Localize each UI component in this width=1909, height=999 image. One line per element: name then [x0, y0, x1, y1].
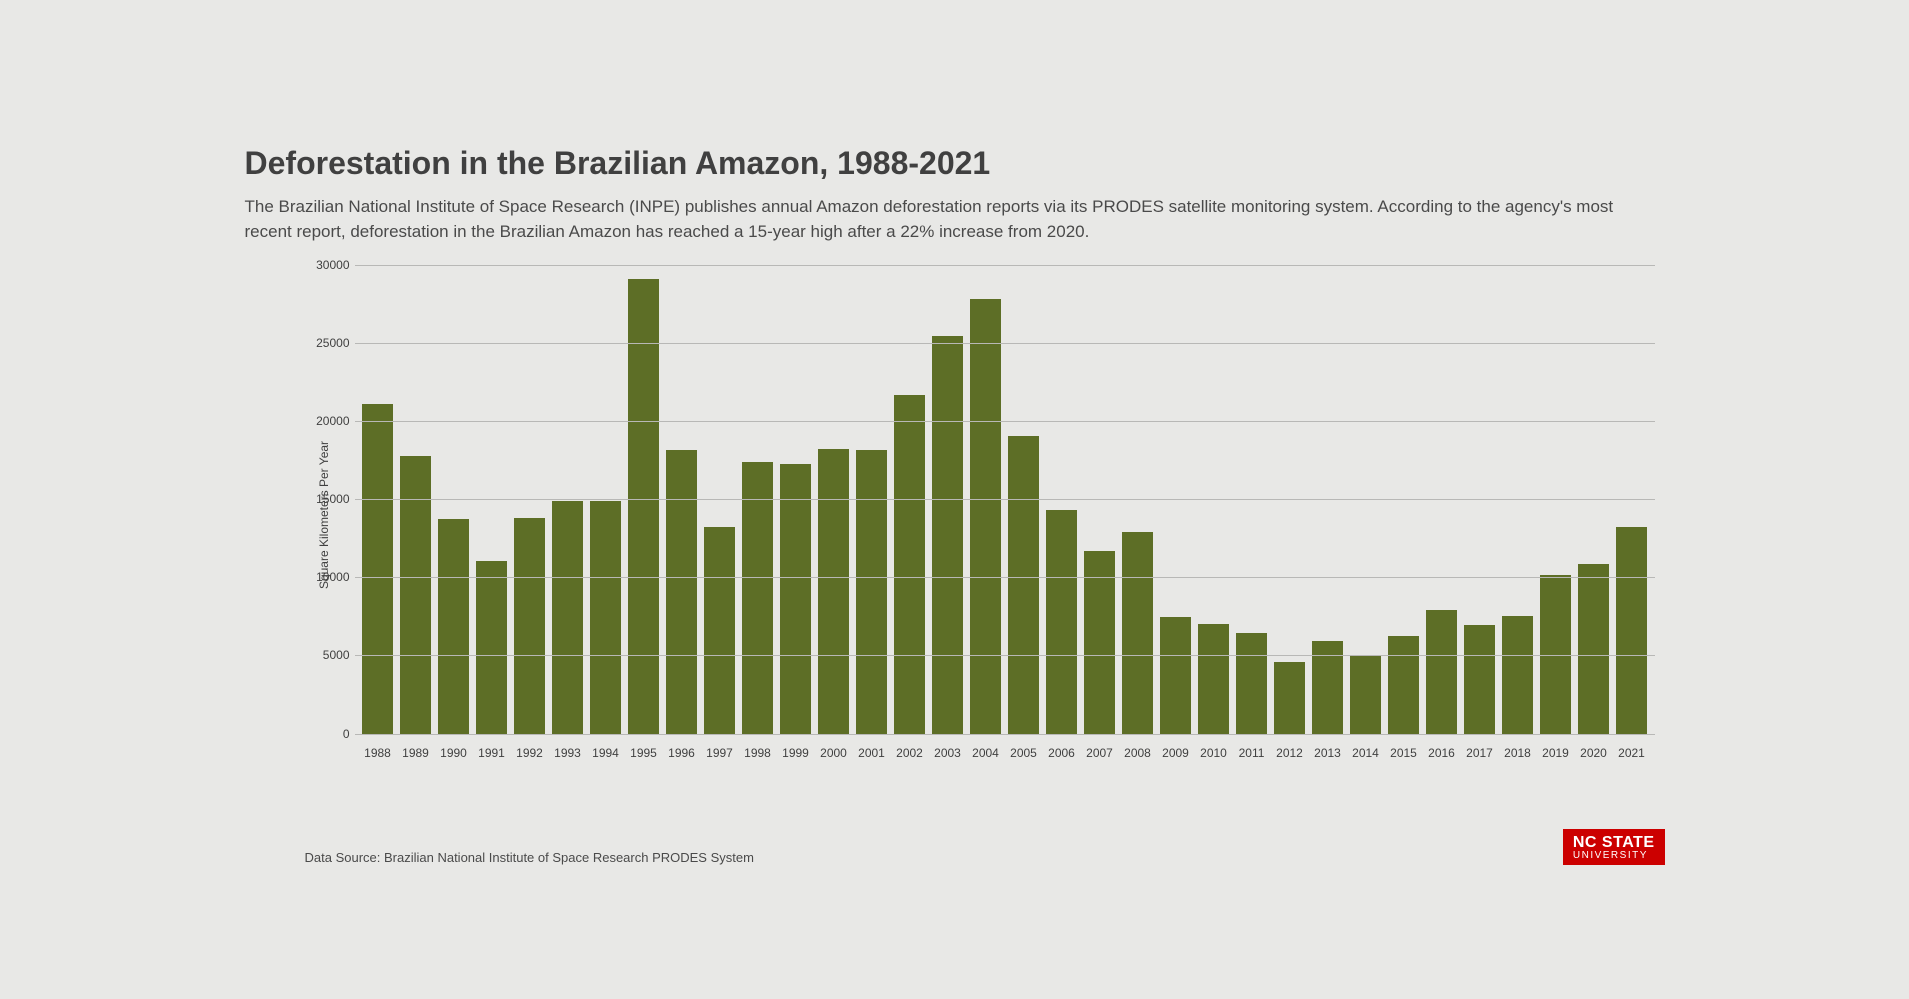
- bar: [894, 395, 924, 733]
- y-tick-label: 25000: [305, 336, 350, 350]
- bar: [1578, 564, 1608, 734]
- gridline: [355, 265, 1655, 266]
- x-tick-label: 2010: [1195, 740, 1233, 765]
- x-tick-label: 2014: [1347, 740, 1385, 765]
- chart-area: Square Kilometers Per Year 0500010000150…: [305, 265, 1655, 765]
- x-tick-label: 1993: [549, 740, 587, 765]
- bar: [1274, 662, 1304, 733]
- bar: [552, 501, 582, 734]
- x-tick-label: 1999: [777, 740, 815, 765]
- bar: [780, 464, 810, 734]
- x-tick-label: 2002: [891, 740, 929, 765]
- bar: [1084, 551, 1114, 733]
- chart-subtitle: The Brazilian National Institute of Spac…: [245, 194, 1645, 245]
- bar: [438, 519, 468, 734]
- x-tick-label: 2000: [815, 740, 853, 765]
- bar: [666, 450, 696, 734]
- x-tick-label: 1988: [359, 740, 397, 765]
- logo-bottom-text: UNIVERSITY: [1573, 851, 1655, 861]
- bar: [1008, 436, 1038, 733]
- x-tick-label: 1994: [587, 740, 625, 765]
- x-tick-label: 2007: [1081, 740, 1119, 765]
- bar: [1046, 510, 1076, 733]
- x-tick-label: 2018: [1499, 740, 1537, 765]
- x-tick-label: 2015: [1385, 740, 1423, 765]
- bar: [818, 449, 848, 734]
- x-tick-label: 1990: [435, 740, 473, 765]
- bar: [856, 450, 886, 734]
- bar: [742, 462, 772, 734]
- x-axis-labels: 1988198919901991199219931994199519961997…: [355, 740, 1655, 765]
- y-tick-label: 5000: [305, 648, 350, 662]
- y-tick-label: 15000: [305, 492, 350, 506]
- x-tick-label: 2019: [1537, 740, 1575, 765]
- ncstate-logo: NC STATE UNIVERSITY: [1563, 829, 1665, 865]
- bar: [1426, 610, 1456, 733]
- logo-top-text: NC STATE: [1573, 835, 1655, 851]
- bar: [1540, 575, 1570, 733]
- x-tick-label: 1991: [473, 740, 511, 765]
- x-tick-label: 2009: [1157, 740, 1195, 765]
- bar: [1502, 616, 1532, 734]
- gridline: [355, 577, 1655, 578]
- bar: [590, 501, 620, 734]
- gridline: [355, 499, 1655, 500]
- gridline: [355, 734, 1655, 735]
- gridline: [355, 421, 1655, 422]
- chart-title: Deforestation in the Brazilian Amazon, 1…: [245, 145, 1665, 182]
- bar: [1350, 655, 1380, 733]
- bar: [1198, 624, 1228, 733]
- x-tick-label: 2006: [1043, 740, 1081, 765]
- gridline: [355, 655, 1655, 656]
- chart-footer: Data Source: Brazilian National Institut…: [305, 829, 1665, 865]
- x-tick-label: 2003: [929, 740, 967, 765]
- x-tick-label: 1996: [663, 740, 701, 765]
- bar: [932, 336, 962, 733]
- data-source-text: Data Source: Brazilian National Institut…: [305, 850, 754, 865]
- bar: [1616, 527, 1646, 734]
- y-tick-label: 20000: [305, 414, 350, 428]
- bar: [400, 456, 430, 734]
- gridline: [355, 343, 1655, 344]
- y-tick-label: 10000: [305, 570, 350, 584]
- y-tick-label: 30000: [305, 258, 350, 272]
- x-tick-label: 2004: [967, 740, 1005, 765]
- bar: [970, 299, 1000, 733]
- x-tick-label: 2005: [1005, 740, 1043, 765]
- plot-region: 050001000015000200002500030000: [355, 265, 1655, 735]
- bar: [628, 279, 658, 733]
- bar: [476, 561, 506, 733]
- x-tick-label: 1989: [397, 740, 435, 765]
- x-tick-label: 2013: [1309, 740, 1347, 765]
- bar: [704, 527, 734, 734]
- y-tick-label: 0: [305, 727, 350, 741]
- x-tick-label: 2016: [1423, 740, 1461, 765]
- x-tick-label: 1995: [625, 740, 663, 765]
- bar: [1122, 532, 1152, 734]
- x-tick-label: 2008: [1119, 740, 1157, 765]
- x-tick-label: 1997: [701, 740, 739, 765]
- x-tick-label: 1998: [739, 740, 777, 765]
- x-tick-label: 2020: [1575, 740, 1613, 765]
- bar: [1160, 617, 1190, 734]
- x-tick-label: 2021: [1613, 740, 1651, 765]
- bar: [362, 404, 392, 733]
- chart-card: Deforestation in the Brazilian Amazon, 1…: [195, 105, 1715, 895]
- bar: [1236, 633, 1266, 733]
- x-tick-label: 2011: [1233, 740, 1271, 765]
- x-tick-label: 2001: [853, 740, 891, 765]
- bar: [514, 518, 544, 734]
- x-tick-label: 2017: [1461, 740, 1499, 765]
- x-tick-label: 2012: [1271, 740, 1309, 765]
- x-tick-label: 1992: [511, 740, 549, 765]
- y-axis-label: Square Kilometers Per Year: [317, 440, 331, 588]
- bar: [1388, 636, 1418, 733]
- bar: [1464, 625, 1494, 734]
